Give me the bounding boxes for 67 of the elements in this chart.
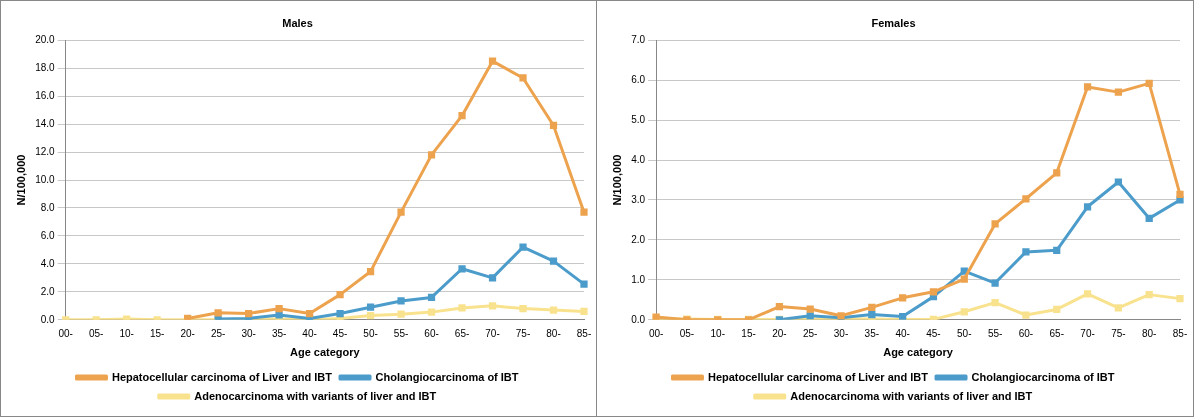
x-tick-label: 75- (515, 327, 531, 339)
y-tick-label: 4.0 (631, 153, 646, 165)
x-tick-label: 60- (1018, 327, 1034, 339)
x-tick-label: 50- (957, 327, 972, 339)
x-tick-label: 75- (1111, 327, 1126, 339)
legend-label: Adenocarcinoma with variants of liver and IBT (790, 389, 1033, 402)
y-axis-title: N/100,000 (14, 154, 27, 206)
y-tick-label: 2.0 (631, 233, 646, 245)
x-tick-label: 80- (546, 327, 561, 339)
x-tick-label: 20- (180, 327, 195, 339)
x-tick-label: 35- (864, 327, 880, 339)
x-tick-label: 05- (88, 327, 104, 339)
x-axis-title: Age category (883, 346, 954, 359)
x-tick-label: 70- (485, 327, 500, 339)
x-tick-label: 15- (741, 327, 756, 339)
x-tick-label: 55- (393, 327, 409, 339)
y-tick-label: 16.0 (35, 89, 56, 101)
x-tick-label: 00- (648, 327, 664, 339)
y-tick-label: 1.0 (631, 273, 646, 285)
y-tick-label: 6.0 (631, 73, 646, 85)
x-tick-label: 25- (210, 327, 226, 339)
y-tick-label: 3.0 (631, 193, 646, 205)
x-axis-title: Age category (289, 346, 361, 359)
y-tick-label: 20.0 (35, 33, 56, 45)
x-tick-label: 00- (58, 327, 73, 339)
y-tick-label: 0.0 (40, 313, 56, 325)
y-tick-label: 18.0 (35, 61, 56, 73)
x-tick-label: 70- (1080, 327, 1095, 339)
x-tick-label: 25- (802, 327, 818, 339)
legend-label: Adenocarcinoma with variants of liver and IBT (194, 389, 437, 402)
x-tick-label: 65- (1049, 327, 1064, 339)
x-tick-label: 10- (710, 327, 725, 339)
legend-label: Cholangiocarcinoma of IBT (375, 370, 519, 383)
y-axis-title: N/100,000 (610, 154, 623, 206)
y-tick-label: 6.0 (40, 229, 56, 241)
y-tick-label: 10.0 (35, 173, 56, 185)
y-tick-label: 14.0 (35, 117, 56, 129)
x-tick-label: 20- (772, 327, 787, 339)
x-tick-label: 50- (363, 327, 378, 339)
x-tick-label: 30- (833, 327, 849, 339)
y-tick-label: 0.0 (631, 313, 646, 325)
legend-label: Cholangiocarcinoma of IBT (971, 370, 1115, 383)
chart-title: Males (282, 16, 313, 29)
x-tick-label: 55- (987, 327, 1003, 339)
y-tick-label: 4.0 (40, 257, 56, 269)
legend-label: Hepatocellular carcinoma of Liver and IBT (111, 370, 333, 383)
x-tick-label: 85- (576, 327, 592, 339)
legend-label: Hepatocellular carcinoma of Liver and IBT (707, 370, 929, 383)
y-tick-label: 7.0 (631, 33, 646, 45)
x-tick-label: 85- (1172, 327, 1188, 339)
chart-title: Females (871, 16, 916, 29)
y-tick-label: 2.0 (40, 285, 56, 297)
y-tick-label: 5.0 (631, 113, 646, 125)
x-tick-label: 80- (1141, 327, 1157, 339)
x-tick-label: 45- (926, 327, 941, 339)
x-tick-label: 35- (271, 327, 287, 339)
x-tick-label: 05- (679, 327, 695, 339)
x-tick-label: 15- (149, 327, 165, 339)
x-tick-label: 60- (424, 327, 439, 339)
y-tick-label: 8.0 (40, 201, 56, 213)
x-tick-label: 40- (895, 327, 910, 339)
x-tick-label: 40- (302, 327, 317, 339)
x-tick-label: 65- (454, 327, 470, 339)
x-tick-label: 30- (241, 327, 256, 339)
x-tick-label: 10- (119, 327, 134, 339)
y-tick-label: 12.0 (35, 145, 56, 157)
x-tick-label: 45- (332, 327, 348, 339)
